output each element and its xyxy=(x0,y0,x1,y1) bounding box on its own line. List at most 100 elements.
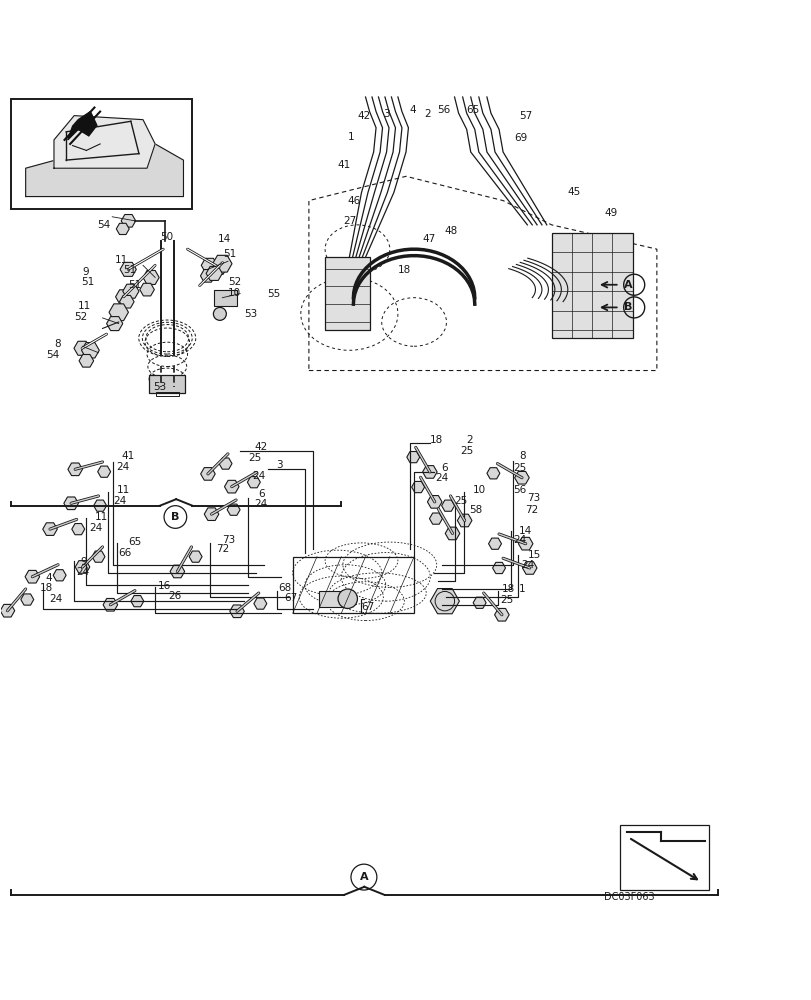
Text: 41: 41 xyxy=(337,160,350,170)
Text: 27: 27 xyxy=(342,216,356,226)
Text: 3: 3 xyxy=(383,109,389,119)
Polygon shape xyxy=(119,295,134,308)
Polygon shape xyxy=(106,317,122,331)
Text: 24: 24 xyxy=(88,523,102,533)
Text: 48: 48 xyxy=(444,226,457,236)
Text: 14: 14 xyxy=(218,234,231,244)
Text: 24: 24 xyxy=(75,567,89,577)
Polygon shape xyxy=(26,144,183,197)
Polygon shape xyxy=(457,514,471,527)
Polygon shape xyxy=(21,594,34,605)
Polygon shape xyxy=(68,463,83,476)
Text: 25: 25 xyxy=(454,496,467,506)
Polygon shape xyxy=(204,508,218,520)
Text: 56: 56 xyxy=(513,485,526,495)
Polygon shape xyxy=(116,223,129,235)
Polygon shape xyxy=(488,538,501,549)
Polygon shape xyxy=(53,570,66,581)
Text: 24: 24 xyxy=(49,594,62,604)
Text: 4: 4 xyxy=(409,105,415,115)
Text: 65: 65 xyxy=(128,537,141,547)
Text: 52: 52 xyxy=(74,312,88,322)
Polygon shape xyxy=(494,608,508,621)
Text: 10: 10 xyxy=(472,485,485,495)
Text: 53: 53 xyxy=(152,382,165,392)
Text: 52: 52 xyxy=(228,277,241,287)
Polygon shape xyxy=(427,496,441,508)
Polygon shape xyxy=(122,284,139,298)
Polygon shape xyxy=(254,598,267,609)
Text: 3: 3 xyxy=(277,460,283,470)
Polygon shape xyxy=(201,258,217,272)
Polygon shape xyxy=(473,597,486,608)
Text: B: B xyxy=(171,512,179,522)
Bar xyxy=(620,825,709,890)
Text: 54: 54 xyxy=(97,220,110,230)
Polygon shape xyxy=(120,262,136,276)
Text: 51: 51 xyxy=(223,249,236,259)
Polygon shape xyxy=(97,466,110,477)
Text: 67: 67 xyxy=(285,593,298,603)
Text: 42: 42 xyxy=(357,111,371,121)
Text: 42: 42 xyxy=(255,442,268,452)
Text: 4: 4 xyxy=(46,573,53,583)
Polygon shape xyxy=(224,480,238,493)
Bar xyxy=(149,375,185,393)
Text: 2: 2 xyxy=(466,435,473,445)
Text: 24: 24 xyxy=(254,499,267,509)
Bar xyxy=(292,557,414,613)
Polygon shape xyxy=(514,471,529,484)
Bar xyxy=(324,257,369,330)
Polygon shape xyxy=(54,116,155,168)
Text: A: A xyxy=(624,280,632,290)
Polygon shape xyxy=(411,481,424,493)
Bar xyxy=(156,392,178,396)
Text: 51: 51 xyxy=(80,277,94,287)
Polygon shape xyxy=(81,343,99,358)
Polygon shape xyxy=(441,500,454,511)
Text: 51: 51 xyxy=(122,265,136,275)
Polygon shape xyxy=(74,341,90,355)
Text: 11: 11 xyxy=(117,485,131,495)
Polygon shape xyxy=(406,452,419,463)
Text: 72: 72 xyxy=(524,505,538,515)
Text: 65: 65 xyxy=(466,105,478,115)
Polygon shape xyxy=(169,565,184,578)
Text: 53: 53 xyxy=(244,309,257,319)
Text: 9: 9 xyxy=(80,557,88,567)
Circle shape xyxy=(337,589,357,608)
Text: 73: 73 xyxy=(222,535,235,545)
Polygon shape xyxy=(211,260,227,274)
Polygon shape xyxy=(247,477,260,488)
Text: 72: 72 xyxy=(216,544,229,554)
Polygon shape xyxy=(444,527,459,540)
Polygon shape xyxy=(206,266,222,280)
Polygon shape xyxy=(200,270,215,282)
Polygon shape xyxy=(492,562,505,574)
Polygon shape xyxy=(121,215,135,227)
Text: 58: 58 xyxy=(469,505,482,515)
Text: 41: 41 xyxy=(121,451,135,461)
Polygon shape xyxy=(430,589,459,614)
Text: 1: 1 xyxy=(347,132,354,142)
Text: 11: 11 xyxy=(77,301,91,311)
Circle shape xyxy=(213,307,226,320)
Text: 11: 11 xyxy=(114,255,128,265)
Text: 25: 25 xyxy=(248,453,261,463)
Polygon shape xyxy=(71,524,84,535)
Text: 18: 18 xyxy=(41,583,54,593)
Bar xyxy=(319,591,347,607)
Polygon shape xyxy=(0,604,15,617)
Polygon shape xyxy=(109,304,128,321)
Text: 45: 45 xyxy=(567,187,581,197)
Text: 6: 6 xyxy=(258,489,264,499)
Text: 8: 8 xyxy=(54,339,61,349)
Text: 26: 26 xyxy=(168,591,181,601)
Polygon shape xyxy=(230,605,244,618)
Polygon shape xyxy=(93,500,106,511)
Text: 16: 16 xyxy=(157,581,170,591)
Text: 25: 25 xyxy=(500,595,513,605)
Polygon shape xyxy=(131,596,144,607)
Text: 24: 24 xyxy=(435,473,448,483)
Text: 55: 55 xyxy=(267,289,280,299)
